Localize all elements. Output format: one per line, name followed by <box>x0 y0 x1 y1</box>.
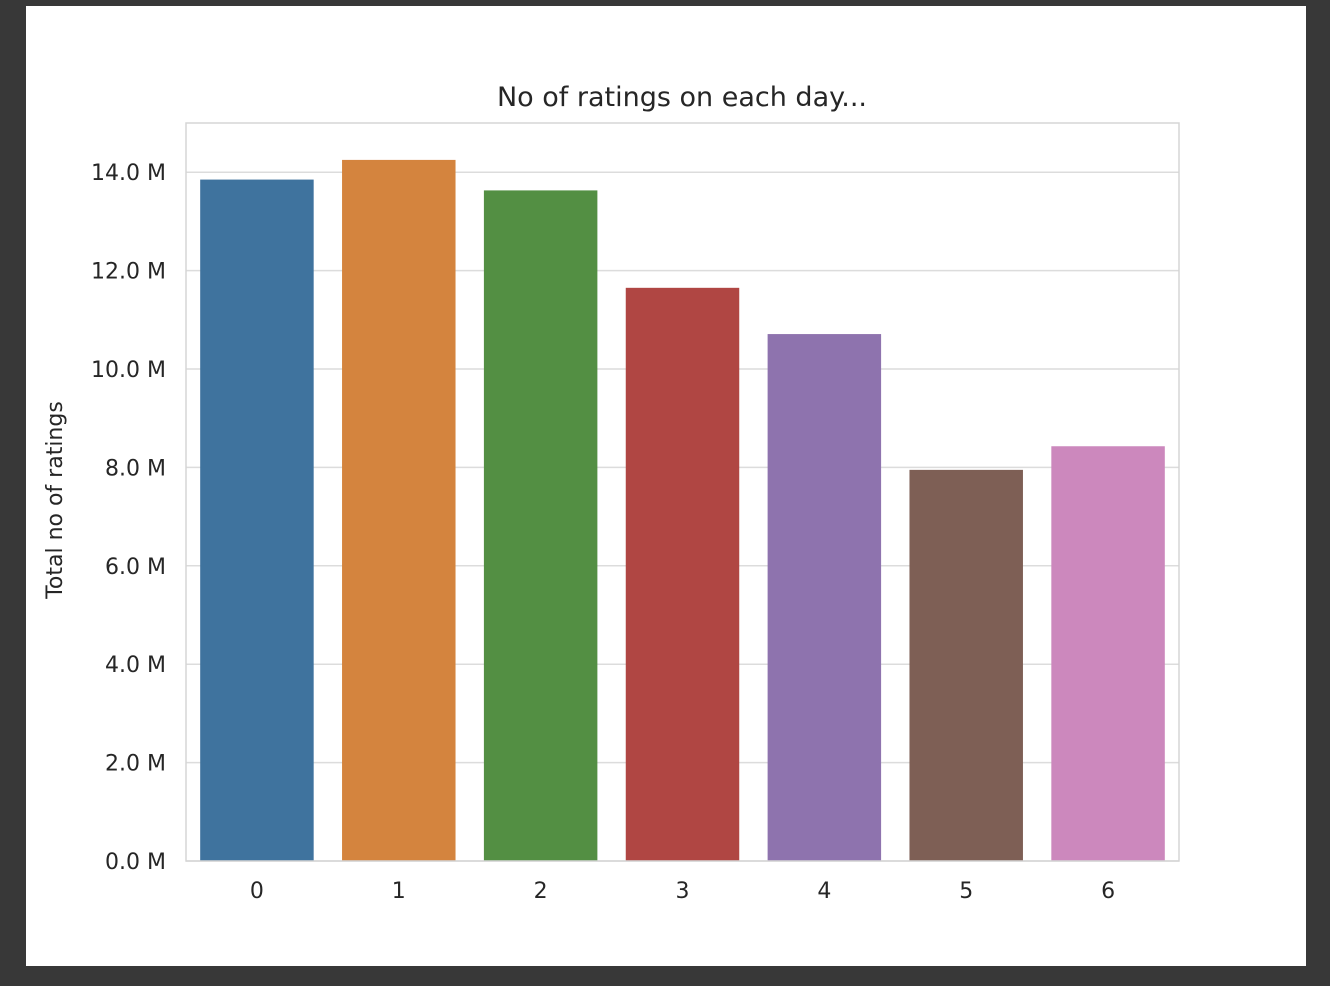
y-tick-label: 4.0 M <box>105 653 166 678</box>
y-tick-label: 14.0 M <box>91 161 166 186</box>
y-tick-label: 8.0 M <box>105 456 166 481</box>
x-tick-label: 4 <box>817 879 831 904</box>
x-tick-labels: 0 1 2 3 4 5 6 <box>250 879 1115 904</box>
bar-2 <box>483 190 598 862</box>
y-tick-label: 12.0 M <box>91 260 166 285</box>
bar-6 <box>1051 446 1165 861</box>
bar-0 <box>200 179 314 861</box>
x-tick-label: 0 <box>250 879 264 904</box>
x-tick-label: 1 <box>392 879 406 904</box>
bar-chart: No of ratings on each day... Total no of… <box>43 82 1180 904</box>
bar-3 <box>625 287 740 861</box>
x-tick-label: 2 <box>534 879 548 904</box>
y-tick-label: 2.0 M <box>105 752 166 777</box>
y-tick-label: 10.0 M <box>91 358 166 383</box>
x-tick-label: 6 <box>1101 879 1115 904</box>
y-tick-labels: 0.0 M 2.0 M 4.0 M 6.0 M 8.0 M 10.0 M 12.0 M 14.… <box>91 161 166 875</box>
y-tick-label: 0.0 M <box>105 850 166 875</box>
plot-frame <box>185 122 1180 862</box>
bar-4 <box>767 334 882 861</box>
x-tick-label: 3 <box>676 879 690 904</box>
y-tick-label: 6.0 M <box>105 555 166 580</box>
bars <box>200 159 1165 862</box>
chart-title: No of ratings on each day... <box>497 82 867 113</box>
figure-canvas: No of ratings on each day... Total no of… <box>26 6 1306 966</box>
y-axis-title: Total no of ratings <box>43 401 68 600</box>
bar-5 <box>909 469 1023 861</box>
bar-1 <box>342 159 456 861</box>
x-tick-label: 5 <box>959 879 973 904</box>
